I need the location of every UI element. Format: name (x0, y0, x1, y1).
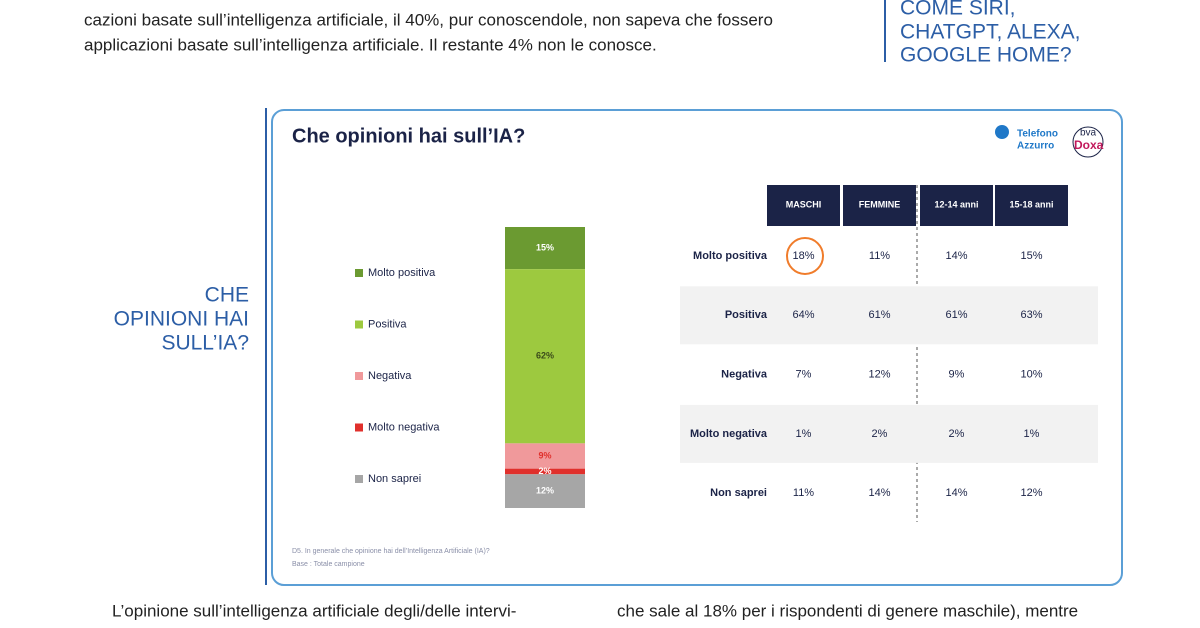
table-cell: 15% (1020, 250, 1042, 262)
intro-text: applicazioni basate sull’intelligenza ar… (84, 35, 657, 54)
row-band (680, 404, 1098, 463)
header-cell (843, 185, 916, 226)
legend-marker (355, 372, 363, 380)
row-label: Molto positiva (693, 250, 768, 262)
chart-title: Che opinioni hai sull’IA? (292, 125, 525, 147)
row-band (680, 286, 1098, 345)
bar-segment (505, 443, 585, 469)
legend-label: Molto negativa (368, 421, 440, 433)
body-text: che sale al 18% per i rispondenti di gen… (617, 601, 1078, 620)
table-cell: 14% (945, 487, 967, 499)
table-cell: 14% (945, 250, 967, 262)
bar-segment (505, 468, 585, 475)
table-cell: 64% (792, 309, 814, 321)
value-label: 2% (538, 466, 551, 476)
table-cell: 10% (1020, 369, 1042, 381)
sidebar-title: COME SIRI, (900, 0, 1016, 20)
legend-label: Non saprei (368, 473, 421, 485)
bar-segment (505, 474, 585, 508)
value-label: 9% (538, 450, 551, 460)
logo-text: bva (1080, 128, 1097, 139)
header-cell (920, 185, 993, 226)
row-label: Non saprei (710, 487, 767, 499)
table-cell: 12% (868, 369, 890, 381)
row-label: Molto negativa (690, 428, 768, 440)
value-label: 15% (536, 242, 554, 252)
legend-marker (355, 320, 363, 329)
legend-label: Negativa (368, 370, 412, 382)
logo-text: Doxa (1074, 138, 1104, 152)
legend-marker (355, 423, 363, 432)
table-cell: 9% (949, 369, 965, 381)
legend-label: Positiva (368, 318, 407, 330)
legend-label: Molto positiva (368, 267, 436, 279)
logo-icon (1072, 126, 1104, 158)
legend-marker (355, 269, 363, 277)
table-cell: 2% (872, 428, 888, 440)
sidebar-title: CHATGPT, ALEXA, (900, 21, 1081, 44)
row-label: Negativa (721, 369, 768, 381)
footnote: Base : Totale campione (292, 561, 365, 568)
legend-marker (355, 475, 363, 483)
header-label: 15-18 anni (1009, 199, 1053, 209)
section-title: OPINIONI HAI (114, 308, 249, 331)
header-cell (767, 185, 840, 226)
bar-segment (505, 227, 585, 270)
chart-card (271, 109, 1123, 586)
table-cell: 63% (1020, 309, 1042, 321)
section-title: CHE (205, 284, 249, 307)
header-label: 12-14 anni (934, 199, 978, 209)
logo-icon (995, 125, 1009, 139)
header-label: MASCHI (786, 199, 822, 209)
value-label: 62% (536, 351, 554, 361)
body-text: L’opinione sull’intelligenza artificiale… (112, 601, 516, 620)
table-cell: 61% (868, 309, 890, 321)
section-title: SULL’IA? (161, 332, 249, 355)
table-cell: 12% (1020, 487, 1042, 499)
table-cell: 11% (869, 250, 890, 262)
table-cell: 1% (1024, 428, 1040, 440)
row-label: Positiva (725, 309, 768, 321)
table-cell: 7% (796, 369, 812, 381)
bar-segment (505, 269, 585, 444)
table-cell: 1% (796, 428, 812, 440)
footnote: D5. In generale che opinione hai dell’In… (292, 548, 490, 555)
sidebar-title: GOOGLE HOME? (900, 44, 1072, 67)
table-cell: 18% (792, 250, 814, 262)
value-label: 12% (536, 486, 554, 496)
header-cell (995, 185, 1068, 226)
table-cell: 61% (945, 309, 967, 321)
logo-text: Azzurro (1017, 141, 1054, 152)
logo-text: Telefono (1017, 129, 1058, 140)
intro-text: cazioni basate sull’intelligenza artific… (84, 10, 773, 29)
highlight-circle (786, 237, 824, 275)
table-cell: 11% (793, 487, 814, 499)
table-cell: 2% (949, 428, 965, 440)
table-cell: 14% (868, 487, 890, 499)
header-label: FEMMINE (859, 199, 901, 209)
